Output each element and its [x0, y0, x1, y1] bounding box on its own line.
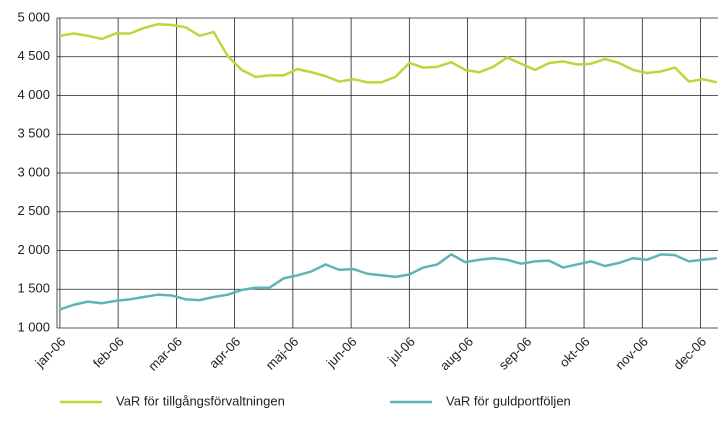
- y-tick-label: 4 000: [17, 87, 50, 102]
- x-tick-label: jul-06: [384, 334, 418, 368]
- y-tick-label: 2 000: [17, 242, 50, 257]
- y-tick-label: 5 000: [17, 9, 50, 24]
- x-tick-label: mar-06: [145, 334, 185, 374]
- y-tick-label: 1 000: [17, 319, 50, 334]
- legend-label: VaR för tillgångsförvaltningen: [116, 393, 285, 408]
- x-tick-label: sep-06: [496, 334, 535, 373]
- x-tick-label: feb-06: [90, 334, 127, 371]
- series-line: [59, 253, 717, 311]
- x-tick-label: dec-06: [670, 334, 709, 373]
- x-tick-label: okt-06: [556, 334, 592, 370]
- x-tick-label: jan-06: [32, 334, 69, 371]
- y-tick-label: 1 500: [17, 281, 50, 296]
- x-tick-label: aug-06: [437, 334, 476, 373]
- x-tick-label: jun-06: [323, 334, 360, 371]
- y-tick-label: 2 500: [17, 203, 50, 218]
- y-tick-label: 3 500: [17, 126, 50, 141]
- x-tick-label: nov-06: [612, 334, 651, 373]
- y-tick-label: 3 000: [17, 164, 50, 179]
- x-tick-label: apr-06: [206, 334, 243, 371]
- legend-label: VaR för guldportföljen: [446, 393, 571, 408]
- x-tick-label: maj-06: [263, 334, 302, 373]
- series-line: [59, 22, 718, 84]
- y-tick-label: 4 500: [17, 48, 50, 63]
